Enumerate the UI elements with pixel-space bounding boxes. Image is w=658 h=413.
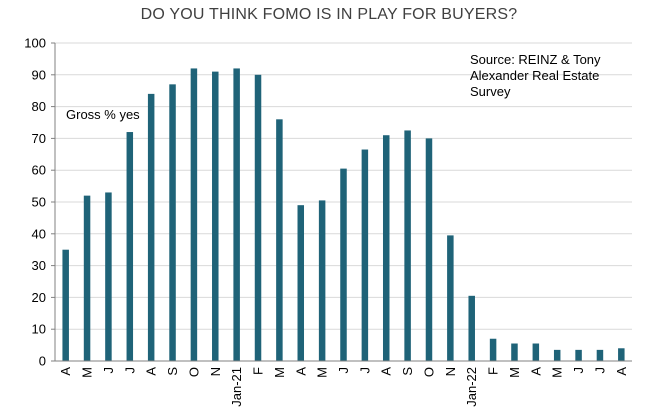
bar — [618, 348, 625, 361]
y-tick-label: 0 — [39, 354, 46, 369]
x-tick-label: N — [208, 367, 223, 376]
x-tick-label: J — [592, 367, 607, 374]
bar — [318, 200, 326, 361]
y-tick-label: 40 — [32, 226, 46, 241]
y-tick-label: 10 — [32, 322, 46, 337]
bar — [254, 74, 262, 362]
y-tick-label: 100 — [24, 36, 46, 51]
x-tick-label: S — [165, 367, 180, 376]
bar — [596, 349, 604, 361]
x-tick-label: F — [486, 367, 501, 375]
x-tick-label: A — [614, 367, 629, 376]
x-tick-label: O — [186, 367, 201, 377]
x-tick-label: S — [400, 367, 415, 376]
x-tick-label: Jan-22 — [464, 367, 479, 407]
bar — [276, 119, 283, 361]
x-tick-label: M — [272, 367, 287, 378]
x-tick-label: A — [144, 367, 159, 376]
y-tick-label: 80 — [32, 99, 46, 114]
bar — [511, 343, 518, 361]
x-tick-label: A — [379, 367, 394, 376]
bar — [297, 205, 305, 361]
x-tick-label: A — [58, 367, 73, 376]
axes — [51, 42, 632, 362]
x-tick-label: M — [550, 367, 565, 378]
x-tick-label: A — [293, 367, 308, 376]
bar — [468, 295, 475, 361]
bar — [447, 235, 454, 361]
y-tick-label: 90 — [32, 67, 46, 82]
x-tick-label: M — [80, 367, 95, 378]
bar — [553, 349, 561, 361]
source-line: Alexander Real Estate — [470, 68, 600, 83]
bar — [404, 130, 411, 361]
y-tick-label: 60 — [32, 163, 46, 178]
x-tick-label: A — [528, 367, 543, 376]
y-tick-labels: 0 10 20 30 40 50 60 70 80 90 100 — [24, 36, 46, 369]
bar — [382, 135, 390, 361]
bar — [83, 195, 91, 361]
series-label: Gross % yes — [66, 107, 140, 122]
x-tick-label: F — [251, 367, 266, 375]
chart-title: DO YOU THINK FOMO IS IN PLAY FOR BUYERS? — [140, 6, 518, 23]
source-line: Source: REINZ & Tony — [470, 52, 601, 67]
x-tick-label: M — [315, 367, 330, 378]
y-tick-label: 20 — [32, 290, 46, 305]
y-tick-label: 70 — [32, 131, 46, 146]
source-note: Source: REINZ & Tony Alexander Real Esta… — [470, 52, 601, 100]
bars — [62, 68, 625, 362]
bar — [425, 138, 433, 361]
bar — [190, 68, 198, 361]
x-tick-label: O — [421, 367, 436, 377]
bar — [532, 343, 540, 361]
bar — [340, 168, 347, 361]
x-tick-label: J — [571, 367, 586, 374]
x-tick-label: N — [443, 367, 458, 376]
x-tick-labels: A M J J A S O N Jan-21 F M A M J J A S O N Jan-22 F M A M J J A — [58, 367, 629, 407]
y-tick-label: 50 — [32, 195, 46, 210]
x-tick-label: Jan-21 — [229, 367, 244, 407]
bar — [212, 71, 219, 362]
bar — [169, 84, 176, 361]
bar — [361, 149, 369, 361]
bar — [233, 68, 240, 361]
bar — [575, 349, 582, 361]
bar — [147, 93, 155, 361]
x-tick-label: J — [336, 367, 351, 374]
bar — [126, 132, 134, 361]
bar — [105, 192, 112, 361]
x-tick-label: J — [122, 367, 137, 374]
bar — [62, 249, 69, 361]
x-tick-label: M — [507, 367, 522, 378]
y-tick-label: 30 — [32, 258, 46, 273]
bar — [489, 338, 497, 361]
x-tick-label: J — [357, 367, 372, 374]
x-tick-label: J — [101, 367, 116, 374]
source-line: Survey — [470, 84, 511, 99]
